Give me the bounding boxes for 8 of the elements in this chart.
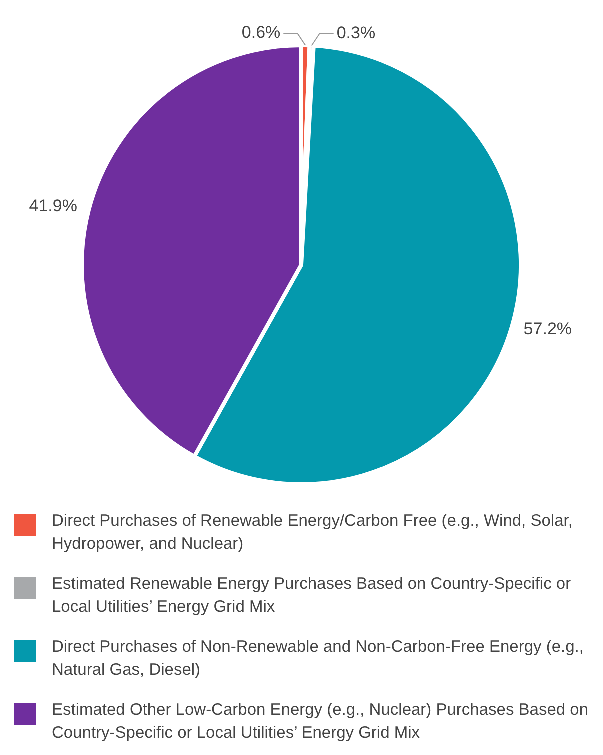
legend-label: Estimated Other Low-Carbon Energy (e.g., Nuclear) Purchases Based on Country-Specific or Local Utilities’ Energy Grid Mix bbox=[52, 700, 590, 744]
data-label: 41.9% bbox=[29, 196, 78, 216]
data-label: 0.3% bbox=[336, 23, 376, 42]
data-label: 0.6% bbox=[242, 23, 281, 42]
data-label: 57.2% bbox=[524, 319, 572, 338]
legend-label: Estimated Renewable Energy Purchases Based on Country-Specific or Local Utilities’ Energy Grid Mix bbox=[52, 574, 572, 618]
legend-label: Direct Purchases of Renewable Energy/Carbon Free (e.g., Wind, Solar, Hydropower, and Nuclear) bbox=[52, 511, 574, 555]
legend-label: Direct Purchases of Non-Renewable and Non-Carbon-Free Energy (e.g., Natural Gas, Diesel) bbox=[52, 637, 585, 681]
